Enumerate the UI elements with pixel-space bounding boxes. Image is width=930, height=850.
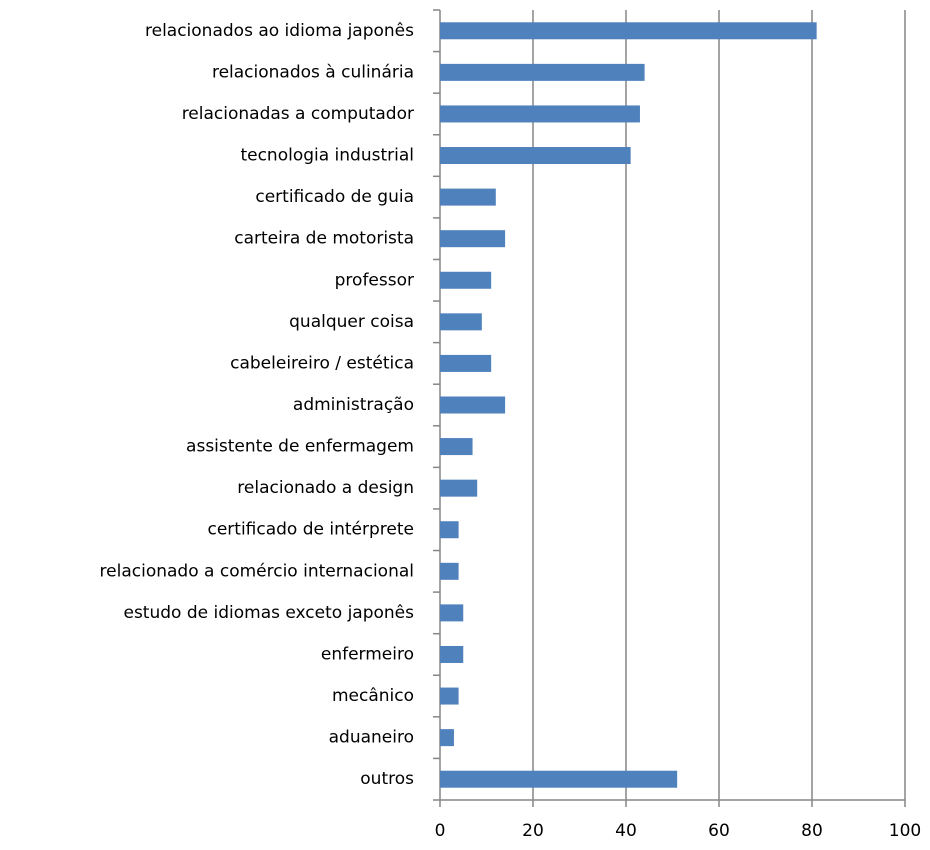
bar — [440, 188, 496, 206]
y-tick-label: relacionado a design — [237, 478, 414, 498]
bar — [440, 63, 645, 81]
y-tick-label: administração — [293, 395, 414, 415]
bar — [440, 147, 631, 165]
y-tick-label: certificado de intérprete — [207, 520, 414, 540]
y-tick-label: relacionadas a computador — [182, 104, 414, 124]
y-tick-label: aduaneiro — [329, 728, 414, 748]
bar — [440, 479, 478, 497]
y-tick-label: mecânico — [332, 686, 414, 706]
y-tick-label: qualquer coisa — [289, 312, 414, 332]
y-tick-label: estudo de idiomas exceto japonês — [123, 603, 414, 623]
x-tick-label: 80 — [801, 821, 823, 841]
bar — [440, 729, 454, 747]
y-tick-label: assistente de enfermagem — [186, 437, 414, 457]
y-tick-label: relacionados à culinária — [212, 62, 414, 82]
x-tick-label: 0 — [435, 821, 446, 841]
y-tick-label: relacionado a comércio internacional — [100, 561, 414, 581]
x-tick-label: 40 — [615, 821, 637, 841]
bar — [440, 396, 506, 414]
bar — [440, 604, 464, 622]
y-tick-label: certificado de guia — [255, 187, 414, 207]
y-tick-label: carteira de motorista — [234, 229, 414, 249]
bar — [440, 230, 506, 248]
bar — [440, 22, 817, 40]
y-tick-label: enfermeiro — [321, 644, 414, 664]
bar — [440, 105, 640, 123]
bar — [440, 687, 459, 705]
y-tick-label: tecnologia industrial — [240, 146, 414, 166]
bar — [440, 354, 492, 372]
y-tick-label: cabeleireiro / estética — [230, 353, 414, 373]
bar — [440, 770, 678, 788]
x-tick-label: 20 — [522, 821, 544, 841]
bar — [440, 438, 473, 456]
bar — [440, 521, 459, 539]
bar — [440, 562, 459, 580]
bar — [440, 645, 464, 663]
y-tick-label: professor — [335, 270, 414, 290]
y-tick-label: relacionados ao idioma japonês — [145, 21, 414, 41]
bar — [440, 271, 492, 289]
x-tick-label: 60 — [708, 821, 730, 841]
bar — [440, 313, 482, 331]
x-tick-label: 100 — [889, 821, 921, 841]
y-tick-label: outros — [360, 769, 414, 789]
